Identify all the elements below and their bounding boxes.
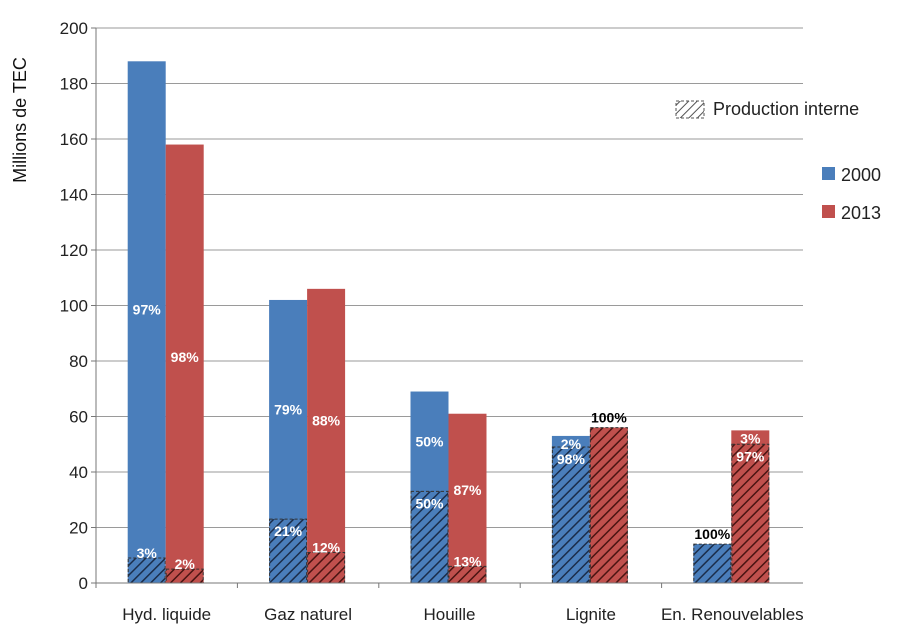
bar-label-production: 98% (557, 451, 586, 467)
bar-label-share: 98% (171, 349, 200, 365)
bar-labels: 97%3%98%2%79%21%88%12%50%50%87%13%2%98%1… (133, 302, 765, 572)
y-tick-label: 60 (69, 408, 88, 427)
bar-label-share: 100% (694, 526, 730, 542)
bar-label-share: 87% (453, 482, 482, 498)
bar-label-share: 3% (740, 430, 761, 446)
x-category-label: Hyd. liquide (122, 605, 211, 624)
bar-label-production: 12% (312, 539, 341, 555)
bar-label-share: 88% (312, 413, 341, 429)
y-tick-label: 0 (79, 574, 88, 593)
bar-2013 (165, 144, 204, 584)
legend-swatch-2013 (822, 205, 835, 218)
y-tick-label: 200 (60, 19, 88, 38)
legend-hatch-label: Production interne (713, 99, 859, 119)
y-tick-label: 160 (60, 130, 88, 149)
bar-production-interne-2000 (269, 518, 308, 584)
bar-2013 (307, 288, 346, 583)
y-tick-label: 140 (60, 186, 88, 205)
y-axis-label: Millions de TEC (10, 57, 30, 183)
bar-production-interne-2000 (410, 490, 449, 584)
legend-label-2013: 2013 (841, 203, 881, 223)
bar-label-share: 2% (561, 436, 582, 452)
bar-production-interne-2000 (127, 557, 166, 584)
bar-label-share: 50% (415, 433, 444, 449)
bar-label-production: 50% (415, 495, 444, 511)
bar-label-production: 97% (736, 448, 765, 464)
bar-production-interne-2000 (693, 543, 732, 584)
legend-swatch-2000 (822, 167, 835, 180)
bar-production-interne-2013 (165, 568, 204, 584)
y-tick-label: 80 (69, 352, 88, 371)
y-tick-label: 20 (69, 519, 88, 538)
bar-label-production: 13% (453, 553, 482, 569)
y-tick-label: 100 (60, 297, 88, 316)
x-category-label: En. Renouvelables (661, 605, 804, 624)
bar-label-share: 100% (591, 410, 627, 426)
bar-production-interne-2013 (731, 443, 770, 584)
x-category-label: Houille (424, 605, 476, 624)
bar-label-production: 2% (175, 556, 196, 572)
legend-hatch-swatch (675, 100, 705, 119)
bar-label-production: 21% (274, 523, 303, 539)
bar-production-interne-2000 (551, 446, 590, 584)
y-tick-label: 120 (60, 241, 88, 260)
legend: Production interne 2000 2013 (675, 99, 881, 223)
bar-2013 (448, 413, 487, 583)
bar-2000 (127, 61, 166, 584)
y-tick-label: 180 (60, 75, 88, 94)
grid-lines (96, 27, 803, 584)
bar-label-share: 97% (133, 302, 162, 318)
x-category-label: Lignite (566, 605, 616, 624)
bar-label-production: 3% (137, 545, 158, 561)
bars (127, 61, 770, 584)
axes: 0 20 40 60 80 100 120 140 160 180 200 Hyd. liquide G… (60, 19, 804, 624)
bar-production-interne-2013 (307, 551, 346, 584)
legend-label-2000: 2000 (841, 165, 881, 185)
x-category-label: Gaz naturel (264, 605, 352, 624)
bar-label-share: 79% (274, 402, 303, 418)
y-tick-label: 40 (69, 463, 88, 482)
bar-production-interne-2013 (589, 427, 628, 584)
